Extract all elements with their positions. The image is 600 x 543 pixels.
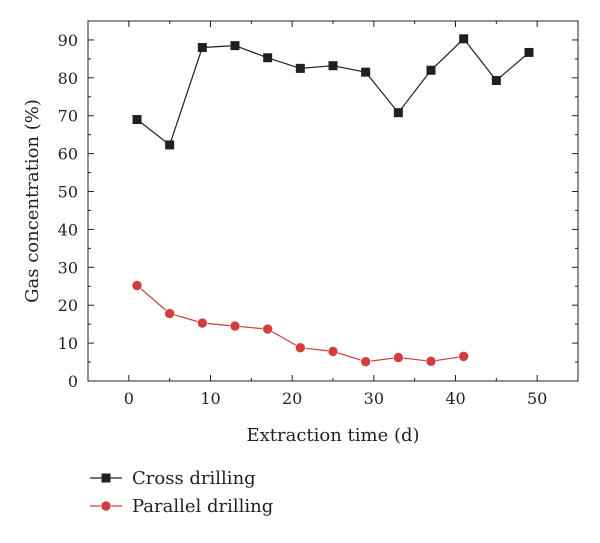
y-tick-label: 0 (68, 372, 78, 391)
data-point (327, 346, 339, 357)
data-point (164, 308, 175, 319)
data-point (197, 43, 207, 53)
data-point (393, 352, 404, 363)
data-point (459, 34, 469, 44)
data-point (361, 67, 371, 77)
y-tick-label: 50 (58, 183, 78, 202)
series-lines (136, 37, 530, 363)
x-tick-label: 20 (282, 389, 302, 408)
x-tick-label: 40 (445, 389, 465, 408)
y-tick-label: 30 (58, 258, 78, 277)
data-point (132, 115, 142, 125)
legend-label: Cross drilling (132, 468, 256, 489)
tick-labels: 0 10 20 30 40 50 0 10 20 30 40 50 60 70 80 90 (58, 31, 548, 408)
y-tick-label: 20 (58, 296, 78, 315)
data-point (426, 65, 436, 75)
data-point (263, 53, 273, 63)
y-axis-title: Gas concentration (%) (22, 99, 43, 303)
data-point (230, 41, 240, 51)
y-tick-label: 40 (58, 220, 78, 239)
legend-swatch-marker (100, 500, 112, 512)
data-point (165, 140, 175, 150)
y-tick-label: 70 (58, 107, 78, 126)
y-tick-label: 80 (58, 69, 78, 88)
y-tick-label: 60 (58, 145, 78, 164)
series-markers (131, 34, 534, 367)
data-point (295, 342, 306, 353)
x-tick-label: 30 (364, 389, 384, 408)
x-tick-label: 0 (124, 389, 134, 408)
plot-frame (87, 20, 579, 382)
data-point (425, 355, 437, 367)
data-point (393, 108, 403, 118)
data-point (360, 356, 371, 367)
y-tick-label: 90 (58, 31, 78, 50)
legend-label: Parallel drilling (132, 496, 273, 517)
tick-marks (87, 21, 579, 382)
series-line-0 (136, 37, 530, 146)
legend: Cross drilling Parallel drilling (90, 468, 273, 517)
data-point (328, 61, 338, 71)
data-point (229, 320, 241, 332)
x-tick-label: 50 (527, 389, 547, 408)
data-point (295, 63, 305, 73)
x-axis-title: Extraction time (d) (246, 425, 419, 446)
data-point (197, 317, 208, 329)
data-point (491, 75, 501, 85)
x-tick-label: 10 (200, 389, 220, 408)
data-point (262, 323, 273, 335)
y-tick-label: 10 (58, 334, 78, 353)
legend-swatch-marker (101, 473, 111, 483)
data-point (524, 47, 534, 57)
data-point (458, 351, 469, 362)
data-point (131, 280, 143, 291)
